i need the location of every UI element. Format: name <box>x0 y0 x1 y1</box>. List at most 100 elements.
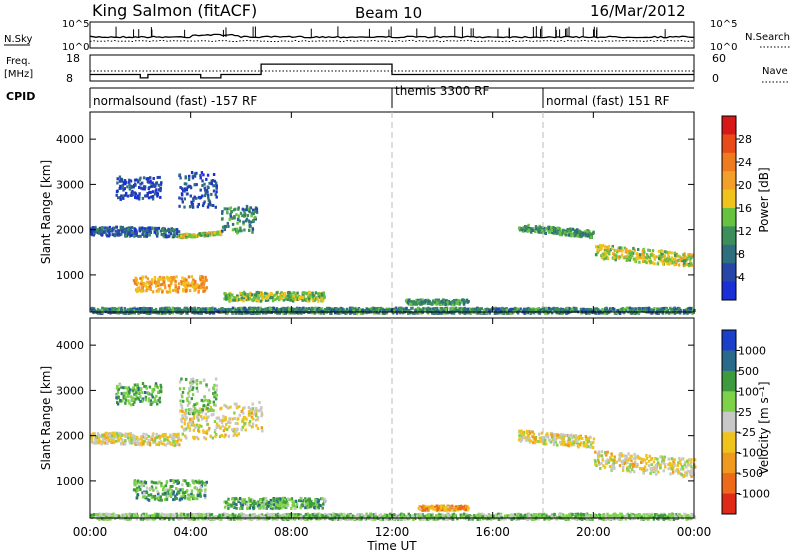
data-cell <box>249 408 253 412</box>
data-cell <box>191 176 195 180</box>
data-cell <box>550 226 553 230</box>
data-cell <box>278 309 281 313</box>
data-cell <box>312 294 315 298</box>
data-cell <box>229 212 232 216</box>
data-cell <box>582 307 585 311</box>
data-cell <box>563 443 567 447</box>
data-cell <box>298 499 301 503</box>
data-cell <box>327 306 330 310</box>
data-cell <box>416 311 419 315</box>
freq-label: Freq. <box>6 56 31 67</box>
data-cell <box>230 503 233 507</box>
data-cell <box>315 297 318 301</box>
data-cell <box>233 411 236 415</box>
data-cell <box>313 293 317 297</box>
data-cell <box>132 434 135 438</box>
data-cell <box>105 307 108 311</box>
data-cell <box>605 245 609 249</box>
data-cell <box>506 311 509 315</box>
data-cell <box>191 205 195 209</box>
data-cell <box>181 416 184 420</box>
data-cell <box>237 207 240 211</box>
data-cell <box>251 402 254 406</box>
data-cell <box>96 228 99 231</box>
data-cell <box>314 502 318 506</box>
data-cell <box>656 307 660 311</box>
data-cell <box>221 210 224 214</box>
data-cell <box>192 234 195 238</box>
data-cell <box>320 293 324 297</box>
data-cell <box>149 179 152 183</box>
data-cell <box>651 249 655 253</box>
data-cell <box>137 180 140 184</box>
data-cell <box>293 307 296 311</box>
data-cell <box>603 248 607 252</box>
data-cell <box>173 231 176 235</box>
data-cell <box>226 311 229 315</box>
data-cell <box>108 307 112 311</box>
data-cell <box>223 403 226 407</box>
data-cell <box>318 292 321 296</box>
data-cell <box>130 308 133 312</box>
data-cell <box>530 311 533 315</box>
data-cell <box>205 419 208 423</box>
data-cell <box>135 441 139 445</box>
data-cell <box>137 397 141 401</box>
data-cell <box>182 387 186 390</box>
data-cell <box>688 260 692 264</box>
data-cell <box>105 438 108 442</box>
data-cell <box>558 231 562 235</box>
nsky-panel <box>89 21 695 49</box>
data-cell <box>144 395 148 399</box>
data-cell <box>206 309 210 313</box>
data-cell <box>362 309 365 313</box>
data-cell <box>556 306 559 310</box>
data-cell <box>137 388 140 392</box>
data-cell <box>143 491 146 495</box>
data-cell <box>258 299 261 303</box>
data-cell <box>304 506 307 510</box>
data-cell <box>124 398 128 402</box>
data-cell <box>448 508 452 512</box>
data-cell <box>247 496 251 500</box>
data-cell <box>182 494 185 498</box>
data-cell <box>255 208 258 212</box>
data-cell <box>253 500 256 503</box>
data-cell <box>615 311 618 315</box>
data-cell <box>207 399 210 403</box>
data-cell <box>373 311 376 315</box>
data-cell <box>576 229 580 233</box>
data-cell <box>254 502 257 506</box>
data-cell <box>489 308 493 312</box>
data-cell <box>410 302 413 306</box>
data-cell <box>429 302 432 306</box>
data-cell <box>305 499 308 503</box>
data-cell <box>352 309 355 313</box>
data-cell <box>250 293 254 297</box>
data-cell <box>625 251 629 255</box>
data-cell <box>689 255 692 259</box>
data-cell <box>161 290 164 294</box>
data-cell <box>135 391 138 395</box>
data-cell <box>233 506 236 510</box>
data-cell <box>270 505 273 508</box>
data-cell <box>183 205 186 209</box>
data-cell <box>115 225 118 229</box>
data-cell <box>648 256 652 260</box>
data-cell <box>151 438 154 441</box>
data-cell <box>633 257 636 261</box>
data-cell <box>169 276 173 279</box>
data-cell <box>257 291 260 295</box>
ytick-label: 2000 <box>56 224 84 237</box>
data-cell <box>127 227 130 231</box>
data-cell <box>156 282 159 285</box>
data-cell <box>108 225 111 229</box>
data-cell <box>204 188 207 192</box>
data-cell <box>236 231 239 235</box>
data-cell <box>420 302 423 306</box>
data-cell <box>530 228 533 232</box>
data-cell <box>496 311 500 315</box>
data-cell <box>191 393 195 397</box>
data-cell <box>124 181 127 185</box>
data-cell <box>189 186 193 190</box>
